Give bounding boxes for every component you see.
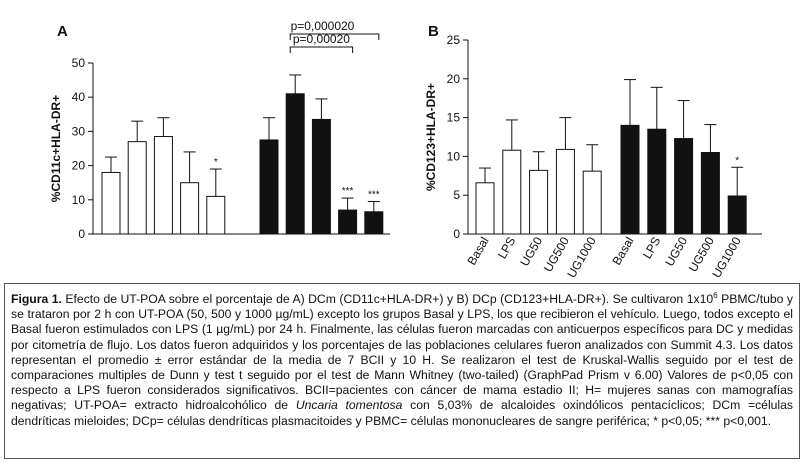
y-axis-label: %CD123+HLA-DR+ — [424, 83, 438, 191]
x-tick-label: Basal — [609, 235, 636, 268]
bracket — [289, 46, 354, 53]
bar — [502, 149, 522, 235]
bracket-label: p=0,000020 — [291, 19, 355, 33]
x-tick-label: Basal — [464, 235, 491, 268]
bar — [620, 124, 640, 235]
y-tick-label: 0 — [78, 227, 85, 241]
y-tick-label: 20 — [72, 159, 86, 173]
bar — [127, 141, 147, 235]
bar — [700, 152, 720, 235]
bar — [364, 211, 384, 235]
bar — [555, 148, 575, 235]
bar — [311, 118, 331, 235]
y-tick-label: 40 — [72, 90, 86, 104]
caption-text: Efecto de UT-POA sobre el porcentaje de … — [61, 292, 714, 307]
annotation: *** — [368, 190, 380, 201]
y-tick-label: 50 — [72, 56, 86, 70]
caption: Figura 1. Efecto de UT-POA sobre el porc… — [4, 283, 800, 459]
y-tick-label: 0 — [453, 227, 460, 241]
bar — [475, 182, 495, 235]
bar — [674, 138, 694, 235]
y-tick-label: 20 — [447, 72, 461, 86]
bar — [180, 182, 200, 235]
bracket — [289, 33, 380, 40]
bar — [153, 136, 173, 235]
caption-text: PBMC/tubo y se trataron por 2 h con UT-P… — [11, 292, 793, 413]
x-tick-label: LPS — [640, 235, 663, 262]
y-tick-label: 10 — [72, 193, 86, 207]
panel-label: A — [57, 23, 68, 40]
x-tick-label: UG50 — [662, 234, 690, 268]
bar — [529, 169, 549, 235]
x-tick-label: UG50 — [517, 234, 545, 268]
bar — [285, 93, 305, 235]
annotation: * — [214, 157, 218, 168]
bar — [338, 209, 358, 235]
annotation: * — [735, 155, 739, 166]
caption-text: con 5,03% de alcaloides oxindólicos pent… — [11, 398, 794, 428]
caption-italic: Uncaria tomentosa — [295, 398, 403, 413]
bar — [101, 171, 121, 235]
bracket-label: p=0,00020 — [293, 32, 350, 46]
annotation: *** — [342, 186, 354, 197]
y-tick-label: 10 — [447, 149, 461, 163]
bar — [259, 139, 279, 235]
y-tick-label: 5 — [453, 188, 460, 202]
caption-label: Figura 1. — [11, 292, 62, 307]
y-axis-label: %CD11c+HLA-DR+ — [49, 95, 63, 202]
y-tick-label: 30 — [72, 124, 86, 138]
panel-label: B — [428, 23, 439, 40]
y-tick-label: 15 — [447, 111, 461, 125]
caption-sup: 6 — [713, 291, 718, 300]
x-tick-label: LPS — [495, 235, 518, 262]
bar — [647, 128, 667, 235]
bar — [727, 195, 747, 235]
bar — [206, 195, 226, 235]
y-tick-label: 25 — [447, 33, 461, 47]
bar — [582, 170, 602, 235]
